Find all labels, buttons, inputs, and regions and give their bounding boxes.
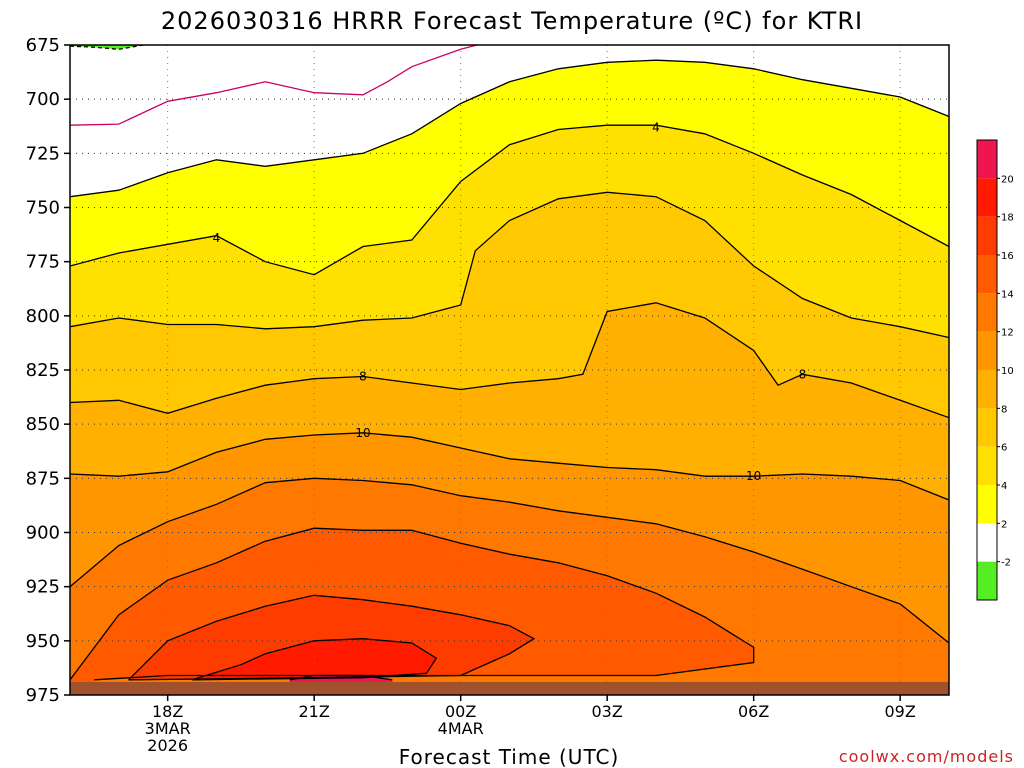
y-tick-label: 850 <box>26 414 60 435</box>
colorbar-label: 8 <box>1001 404 1007 415</box>
y-tick-label: 950 <box>26 631 60 652</box>
y-tick-label: 700 <box>26 89 60 110</box>
colorbar-swatch <box>977 331 997 370</box>
contour-fills <box>70 45 949 695</box>
contour-line-2 <box>70 59 949 198</box>
contour-line-10 <box>70 432 949 501</box>
chart-title: 2026030316 HRRR Forecast Temperature (ºC… <box>161 7 863 35</box>
colorbar-swatch <box>977 255 997 294</box>
contour-label-10: 10 <box>746 469 761 483</box>
x-tick-label: 21Z <box>299 702 330 721</box>
colorbar-label: 6 <box>1001 443 1007 454</box>
contour-line-8 <box>70 302 949 419</box>
colorbar-swatch <box>977 140 997 179</box>
contour-line-16 <box>128 594 536 681</box>
y-tick-label: 925 <box>26 577 60 598</box>
colorbar-swatch <box>977 293 997 332</box>
colorbar-label: 20 <box>1001 174 1014 185</box>
x-tick-label: 18Z <box>152 702 183 721</box>
y-tick-label: 900 <box>26 523 60 544</box>
y-axis: 675 700 725 750 775 800 825 850 875 900 925 950 975 <box>26 35 70 706</box>
y-tick-label: 825 <box>26 360 60 381</box>
colorbar-swatch <box>977 485 997 524</box>
y-tick-label: 875 <box>26 468 60 489</box>
contour-line-20 <box>289 674 393 681</box>
colorbar-swatch <box>977 446 997 485</box>
band-fill-neg2 <box>70 45 144 50</box>
contour-line-0 <box>70 45 480 126</box>
credit-text: coolwx.com/models <box>839 747 1014 766</box>
colorbar: -2 2 4 6 8 10 12 14 16 18 20 <box>976 139 1014 601</box>
contour-line-18 <box>191 638 438 681</box>
colorbar-label: 10 <box>1001 366 1014 377</box>
colorbar-label: 18 <box>1001 213 1014 224</box>
x-tick-label: 3MAR <box>145 719 191 738</box>
colorbar-label: 2 <box>1001 519 1007 530</box>
colorbar-swatch <box>977 561 997 600</box>
x-tick-label: 00Z <box>445 702 476 721</box>
contour-lines <box>70 45 949 681</box>
x-tick-label: 06Z <box>738 702 769 721</box>
colorbar-label: -2 <box>1001 558 1011 569</box>
grid-lines <box>70 45 949 695</box>
y-tick-label: 800 <box>26 306 60 327</box>
x-tick-label: 2026 <box>147 736 188 755</box>
y-tick-label: 675 <box>26 35 60 56</box>
contour-label-4: 4 <box>652 120 660 134</box>
colorbar-swatch <box>977 408 997 447</box>
y-tick-label: 775 <box>26 252 60 273</box>
colorbar-swatch <box>977 178 997 217</box>
colorbar-swatch <box>977 523 997 562</box>
ground-strip <box>70 682 949 695</box>
contour-line-6 <box>70 191 949 339</box>
colorbar-swatch <box>977 370 997 409</box>
contour-labels: 4 4 8 8 10 10 <box>213 120 807 483</box>
x-tick-label: 09Z <box>885 702 916 721</box>
y-tick-label: 725 <box>26 143 60 164</box>
contour-line-4 <box>70 124 949 276</box>
contour-label-4: 4 <box>213 231 221 245</box>
x-tick-label: 4MAR <box>438 719 484 738</box>
contour-label-8: 8 <box>359 370 367 384</box>
band-fill-18 <box>192 638 437 680</box>
contour-line--2 <box>70 45 144 50</box>
colorbar-swatch <box>977 216 997 255</box>
contour-label-10: 10 <box>355 426 370 440</box>
colorbar-label: 4 <box>1001 481 1007 492</box>
colorbar-label: 12 <box>1001 328 1014 339</box>
x-axis-label: Forecast Time (UTC) <box>399 745 620 768</box>
contour-label-8: 8 <box>799 367 807 381</box>
y-tick-label: 750 <box>26 198 60 219</box>
x-tick-label: 03Z <box>592 702 623 721</box>
colorbar-label: 14 <box>1001 289 1014 300</box>
contour-line-12 <box>70 477 949 644</box>
colorbar-label: 16 <box>1001 251 1014 262</box>
y-tick-label: 975 <box>26 685 60 706</box>
